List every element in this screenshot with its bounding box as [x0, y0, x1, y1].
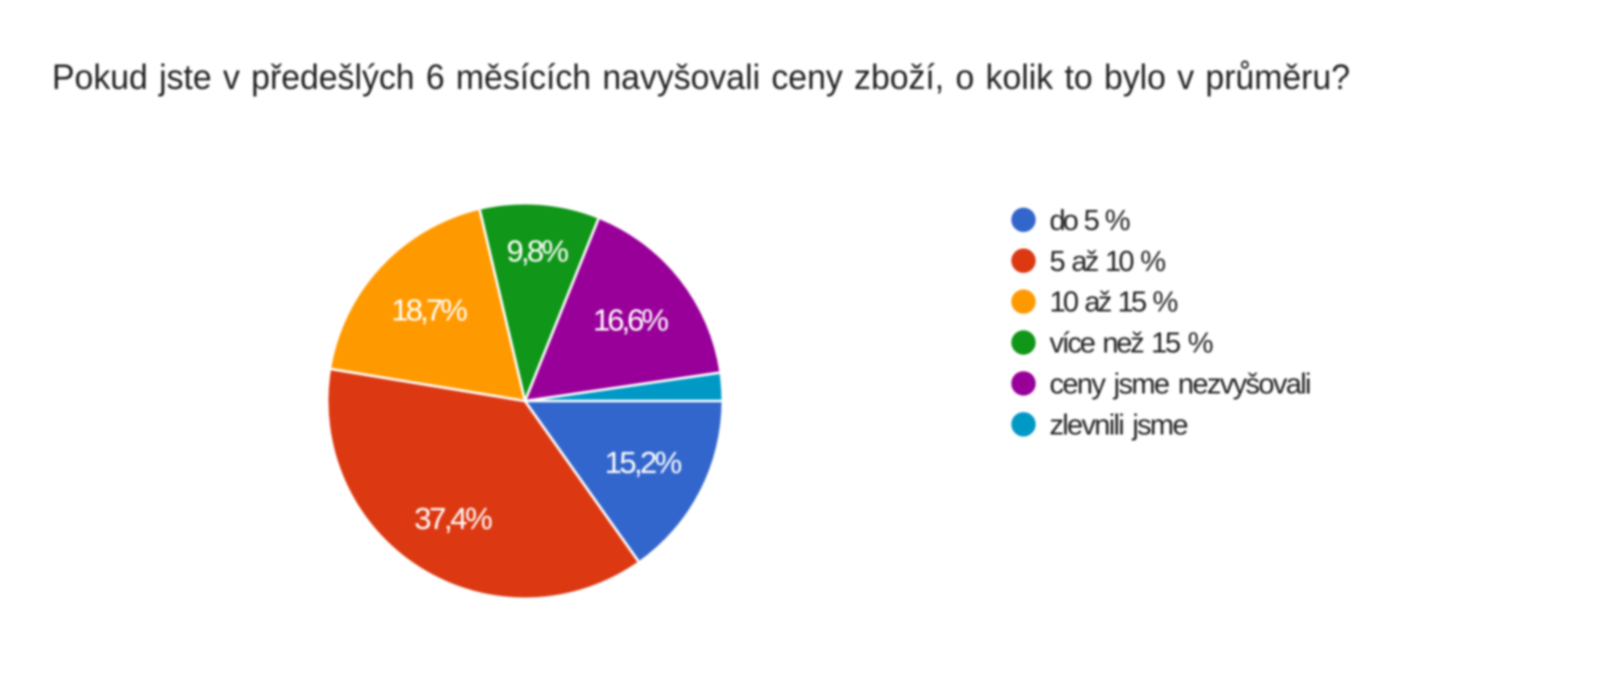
svg-text:více než 15 %: více než 15 %: [1050, 328, 1214, 360]
svg-text:15,2%: 15,2%: [605, 445, 683, 480]
svg-text:zlevnili jsme: zlevnili jsme: [1050, 409, 1189, 441]
svg-text:37,4%: 37,4%: [414, 501, 493, 536]
svg-text:9,8%: 9,8%: [506, 233, 569, 268]
svg-text:18,7%: 18,7%: [391, 293, 468, 328]
svg-text:Pokud jste v předešlých 6 měsí: Pokud jste v předešlých 6 měsících navyš…: [52, 58, 1350, 97]
svg-text:10 až 15 %: 10 až 15 %: [1050, 287, 1179, 319]
svg-text:ceny jsme nezvyšovali: ceny jsme nezvyšovali: [1050, 369, 1312, 401]
svg-text:5 až 10 %: 5 až 10 %: [1050, 246, 1167, 278]
svg-text:do 5 %: do 5 %: [1050, 205, 1131, 237]
svg-text:16,6%: 16,6%: [593, 302, 669, 337]
